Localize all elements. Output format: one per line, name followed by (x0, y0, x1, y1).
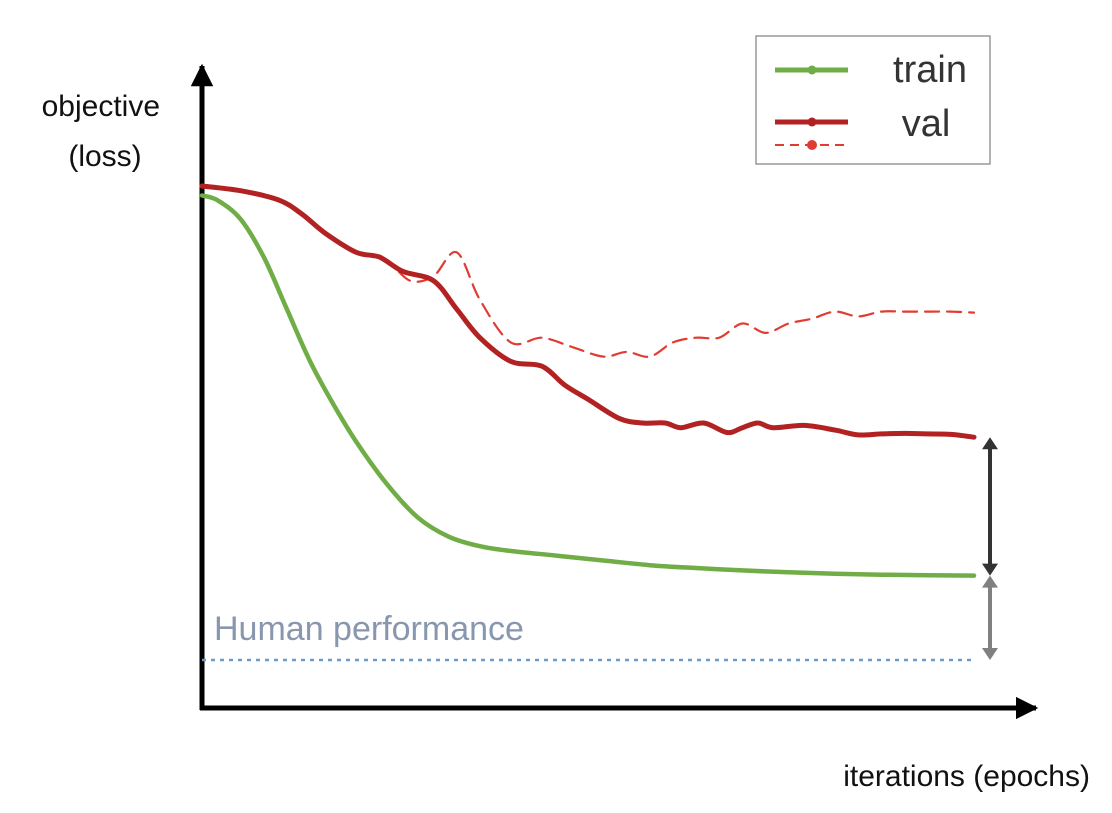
y-axis-label-line-1: objective (42, 90, 160, 123)
annotation-layer (982, 437, 998, 660)
legend-samples (775, 65, 848, 150)
human-performance-label: Human performance (214, 610, 524, 648)
x-axis-label: iterations (epochs) (843, 760, 1090, 793)
y-axis-label-line-2: (loss) (68, 140, 141, 173)
legend-box (755, 35, 991, 165)
val-dashed-series-line (200, 184, 976, 358)
legend: train val (755, 35, 991, 165)
legend-sample-val (775, 117, 848, 127)
legend-sample-train (775, 65, 848, 75)
gap-arrow-bias (982, 575, 998, 660)
val-series-line (199, 183, 977, 440)
legend-entry-val: val (902, 103, 951, 145)
legend-sample-val-dashed (775, 140, 848, 150)
gap-arrow-variance (982, 437, 998, 576)
series-layer (199, 183, 977, 578)
y-axis-label: objective (loss) (42, 90, 169, 173)
legend-entry-train: train (893, 49, 967, 91)
train-series-line (199, 193, 977, 578)
